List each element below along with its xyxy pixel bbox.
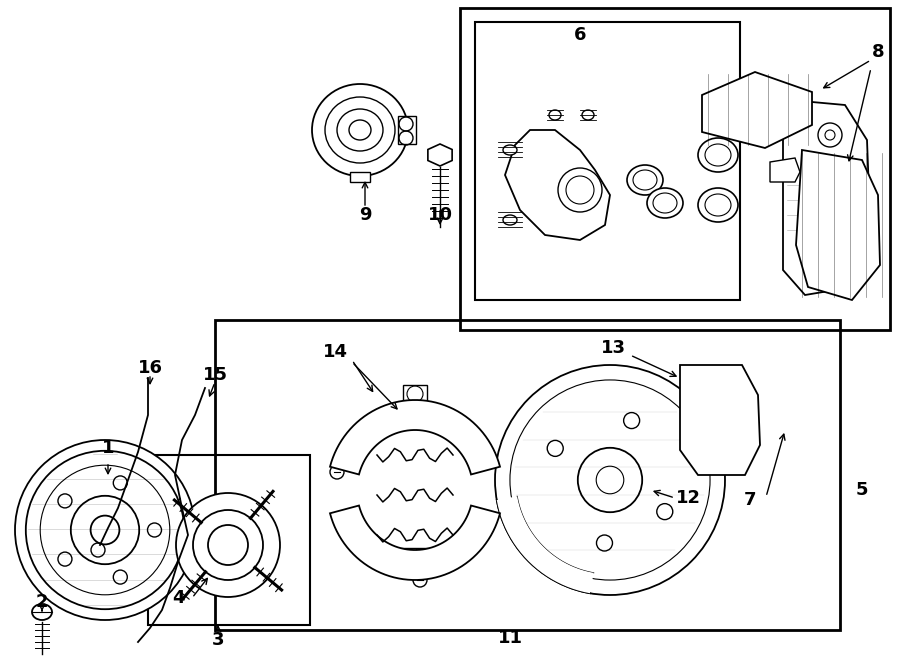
Bar (398, 116, 416, 144)
Text: 4: 4 (172, 589, 184, 607)
Ellipse shape (698, 138, 738, 172)
Ellipse shape (15, 440, 195, 620)
Bar (215, 320, 840, 630)
Text: 12: 12 (676, 489, 700, 507)
Polygon shape (330, 506, 500, 580)
Polygon shape (505, 130, 610, 240)
Ellipse shape (503, 145, 517, 155)
Text: 5: 5 (856, 481, 868, 499)
Ellipse shape (698, 188, 738, 222)
Text: 13: 13 (600, 339, 626, 357)
Polygon shape (796, 150, 880, 300)
Text: 10: 10 (428, 206, 453, 224)
Bar (403, 385, 427, 403)
Text: 3: 3 (212, 631, 224, 649)
Ellipse shape (495, 365, 725, 595)
Ellipse shape (627, 165, 663, 195)
Bar (148, 455, 310, 625)
Ellipse shape (582, 110, 594, 120)
Polygon shape (783, 100, 870, 295)
Text: 7: 7 (743, 491, 756, 509)
Polygon shape (330, 400, 500, 475)
Ellipse shape (549, 110, 561, 120)
Ellipse shape (503, 215, 517, 225)
Polygon shape (680, 365, 760, 475)
Bar (350, 172, 370, 182)
Ellipse shape (558, 168, 602, 212)
Ellipse shape (312, 84, 408, 176)
Text: 1: 1 (102, 439, 114, 457)
Bar (377, 548, 453, 560)
Polygon shape (770, 158, 800, 182)
Polygon shape (497, 496, 594, 593)
Bar (460, 8, 890, 330)
Text: 2: 2 (36, 593, 49, 611)
Ellipse shape (176, 493, 280, 597)
Text: 11: 11 (498, 629, 523, 647)
Polygon shape (428, 144, 452, 166)
Text: 14: 14 (322, 343, 347, 361)
Text: 16: 16 (138, 359, 163, 377)
Ellipse shape (647, 188, 683, 218)
Bar (475, 22, 740, 300)
Ellipse shape (32, 604, 52, 620)
Text: 9: 9 (359, 206, 371, 224)
Polygon shape (702, 72, 812, 148)
Text: 8: 8 (872, 43, 885, 61)
Text: 15: 15 (202, 366, 228, 384)
Text: 6: 6 (574, 26, 586, 44)
